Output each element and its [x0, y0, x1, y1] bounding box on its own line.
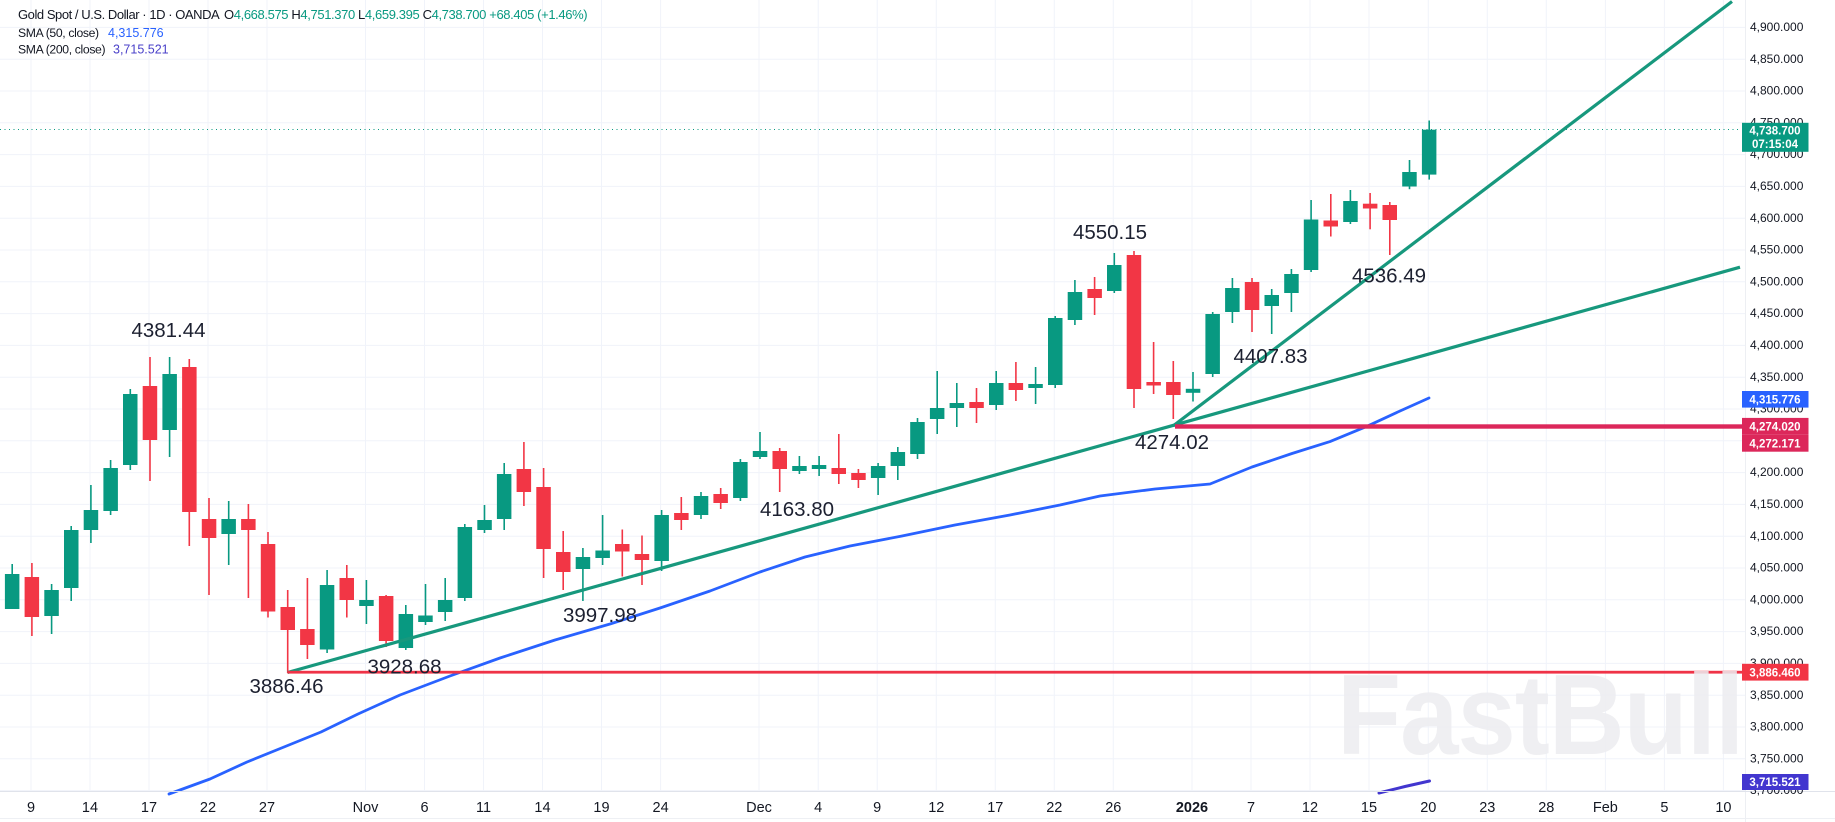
svg-text:4407.83: 4407.83 [1233, 345, 1307, 368]
svg-text:3886.46: 3886.46 [249, 675, 323, 698]
svg-text:20: 20 [1420, 800, 1436, 816]
svg-text:3,715.521: 3,715.521 [113, 43, 169, 57]
svg-text:4163.80: 4163.80 [760, 498, 834, 521]
svg-text:Dec: Dec [746, 800, 772, 816]
svg-text:17: 17 [141, 800, 157, 816]
svg-text:19: 19 [593, 800, 609, 816]
svg-text:4: 4 [814, 800, 822, 816]
svg-text:4,550.000: 4,550.000 [1750, 243, 1804, 257]
svg-text:4,400.000: 4,400.000 [1750, 338, 1804, 352]
svg-text:6: 6 [420, 800, 428, 816]
svg-text:3,800.000: 3,800.000 [1750, 720, 1804, 734]
svg-text:3997.98: 3997.98 [563, 604, 637, 627]
svg-text:4,000.000: 4,000.000 [1750, 592, 1804, 606]
svg-text:10: 10 [1715, 800, 1731, 816]
svg-text:17: 17 [987, 800, 1003, 816]
svg-text:15: 15 [1361, 800, 1377, 816]
svg-text:4,350.000: 4,350.000 [1750, 370, 1804, 384]
svg-text:4,315.776: 4,315.776 [1749, 395, 1800, 407]
svg-text:24: 24 [653, 800, 669, 816]
svg-text:4,272.171: 4,272.171 [1749, 438, 1801, 450]
svg-text:11: 11 [476, 800, 491, 816]
svg-text:14: 14 [534, 800, 550, 816]
svg-text:9: 9 [873, 800, 881, 816]
svg-text:4,050.000: 4,050.000 [1750, 561, 1804, 575]
svg-text:4,500.000: 4,500.000 [1750, 274, 1804, 288]
svg-text:4,315.776: 4,315.776 [108, 26, 164, 40]
svg-text:SMA (50, close): SMA (50, close) [18, 26, 99, 40]
svg-text:22: 22 [200, 800, 216, 816]
svg-text:4,274.020: 4,274.020 [1749, 422, 1800, 434]
svg-text:4,200.000: 4,200.000 [1750, 465, 1804, 479]
svg-text:4274.02: 4274.02 [1135, 431, 1209, 454]
svg-text:4,650.000: 4,650.000 [1750, 179, 1804, 193]
svg-text:4536.49: 4536.49 [1352, 265, 1426, 288]
svg-text:4,450.000: 4,450.000 [1750, 306, 1804, 320]
svg-text:27: 27 [259, 800, 275, 816]
svg-text:12: 12 [1302, 800, 1318, 816]
svg-text:Feb: Feb [1593, 800, 1618, 816]
svg-text:22: 22 [1046, 800, 1062, 816]
svg-text:7: 7 [1247, 800, 1255, 816]
svg-text:5: 5 [1660, 800, 1668, 816]
svg-text:3,950.000: 3,950.000 [1750, 624, 1804, 638]
svg-text:4,900.000: 4,900.000 [1750, 20, 1804, 34]
svg-text:28: 28 [1538, 800, 1554, 816]
svg-text:07:15:04: 07:15:04 [1752, 139, 1799, 151]
svg-text:4381.44: 4381.44 [131, 319, 205, 342]
svg-text:4,738.700: 4,738.700 [1749, 125, 1800, 137]
svg-text:O4,668.575 H4,751.370 L4,659.3: O4,668.575 H4,751.370 L4,659.395 C4,738.… [224, 7, 587, 22]
svg-text:FastBull: FastBull [1337, 652, 1743, 779]
svg-text:4,100.000: 4,100.000 [1750, 529, 1804, 543]
svg-text:4,850.000: 4,850.000 [1750, 52, 1804, 66]
svg-text:3,886.460: 3,886.460 [1749, 667, 1800, 679]
svg-text:2026: 2026 [1176, 800, 1208, 816]
svg-text:4550.15: 4550.15 [1073, 221, 1147, 244]
svg-text:3928.68: 3928.68 [367, 656, 441, 679]
svg-text:4,800.000: 4,800.000 [1750, 84, 1804, 98]
svg-text:4,600.000: 4,600.000 [1750, 211, 1804, 225]
svg-text:14: 14 [82, 800, 98, 816]
svg-text:SMA (200, close): SMA (200, close) [18, 43, 105, 57]
svg-text:3,750.000: 3,750.000 [1750, 751, 1804, 765]
svg-text:3,850.000: 3,850.000 [1750, 688, 1804, 702]
svg-text:4,150.000: 4,150.000 [1750, 497, 1804, 511]
svg-text:Gold Spot / U.S. Dollar · 1D ·: Gold Spot / U.S. Dollar · 1D · OANDA [18, 7, 220, 22]
svg-text:26: 26 [1105, 800, 1121, 816]
svg-text:12: 12 [928, 800, 944, 816]
svg-text:3,715.521: 3,715.521 [1749, 777, 1801, 789]
svg-text:23: 23 [1479, 800, 1495, 816]
svg-text:9: 9 [27, 800, 35, 816]
svg-text:Nov: Nov [353, 800, 380, 816]
